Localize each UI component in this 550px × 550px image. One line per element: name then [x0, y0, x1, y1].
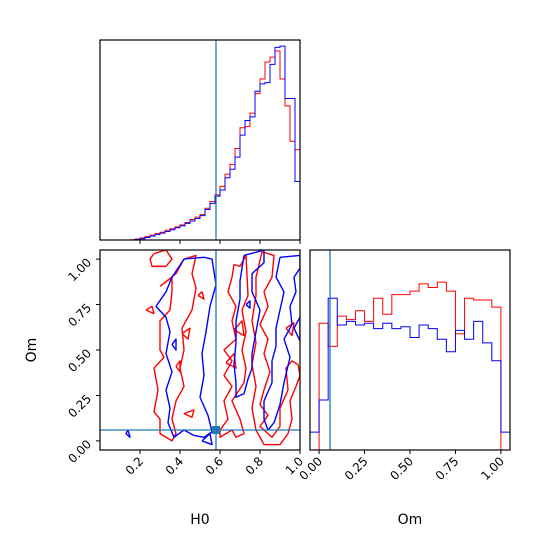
contour-red-8	[233, 320, 245, 337]
om-x-tick-label: 0.75	[433, 454, 462, 483]
x-axis-title-h0: H0	[190, 512, 209, 528]
contour-red-0	[149, 250, 173, 268]
h0-x-tick-label: 0.4	[163, 454, 186, 477]
om-x-tick-label: 0.50	[387, 454, 416, 483]
contour-red-5	[145, 305, 155, 315]
y-axis-title-om: Om	[24, 338, 40, 363]
h0-om-contour-panel: 0.2 0.4 0.6 0.8 1.00.000.250.500.751.00	[65, 249, 306, 478]
h0-x-tick-label: 0.2	[123, 454, 146, 477]
om-marginal-panel: 0.00 0.25 0.50 0.75 1.00	[296, 249, 511, 483]
om-x-tick-label: 1.00	[478, 454, 507, 483]
contour-blue-5	[263, 254, 300, 431]
om-histogram-red	[310, 281, 510, 450]
h0-histogram-blue	[100, 45, 300, 240]
contour-blue-4	[233, 250, 265, 398]
contour-red-2	[181, 327, 191, 340]
contour-red-11	[285, 322, 295, 337]
contour-red-6	[197, 291, 205, 300]
om-y-tick-label: 0.75	[65, 301, 94, 330]
contour-blue-0	[155, 256, 217, 438]
h0-x-tick-label: 0.6	[203, 454, 226, 477]
contour-red-1	[153, 254, 197, 442]
contour-red-3	[175, 360, 181, 373]
contour-red-10	[251, 251, 300, 446]
om-y-tick-label: 0.25	[65, 392, 94, 421]
om-marginal-frame	[309, 249, 511, 451]
truth-marker	[212, 426, 220, 434]
contour-blue-1	[125, 429, 131, 438]
contour-blue-3	[201, 432, 213, 446]
om-y-tick-label: 0.50	[65, 346, 94, 375]
om-histogram-blue	[310, 297, 510, 450]
contour-blue-2	[171, 338, 177, 351]
om-x-tick-label: 0.25	[342, 454, 371, 483]
om-y-tick-label: 0.00	[65, 437, 94, 466]
contour-red-9	[219, 254, 249, 438]
om-y-tick-label: 1.00	[65, 255, 94, 284]
h0-x-tick-label: 0.8	[243, 454, 266, 477]
contour-blue-6	[245, 300, 251, 309]
contour-red-4	[183, 409, 195, 418]
h0-marginal-frame	[99, 39, 301, 241]
contour-blue-7	[293, 316, 300, 342]
om-x-tick-label: 0.00	[296, 454, 325, 483]
x-axis-title-om: Om	[398, 512, 423, 528]
h0-marginal-panel	[99, 39, 301, 244]
